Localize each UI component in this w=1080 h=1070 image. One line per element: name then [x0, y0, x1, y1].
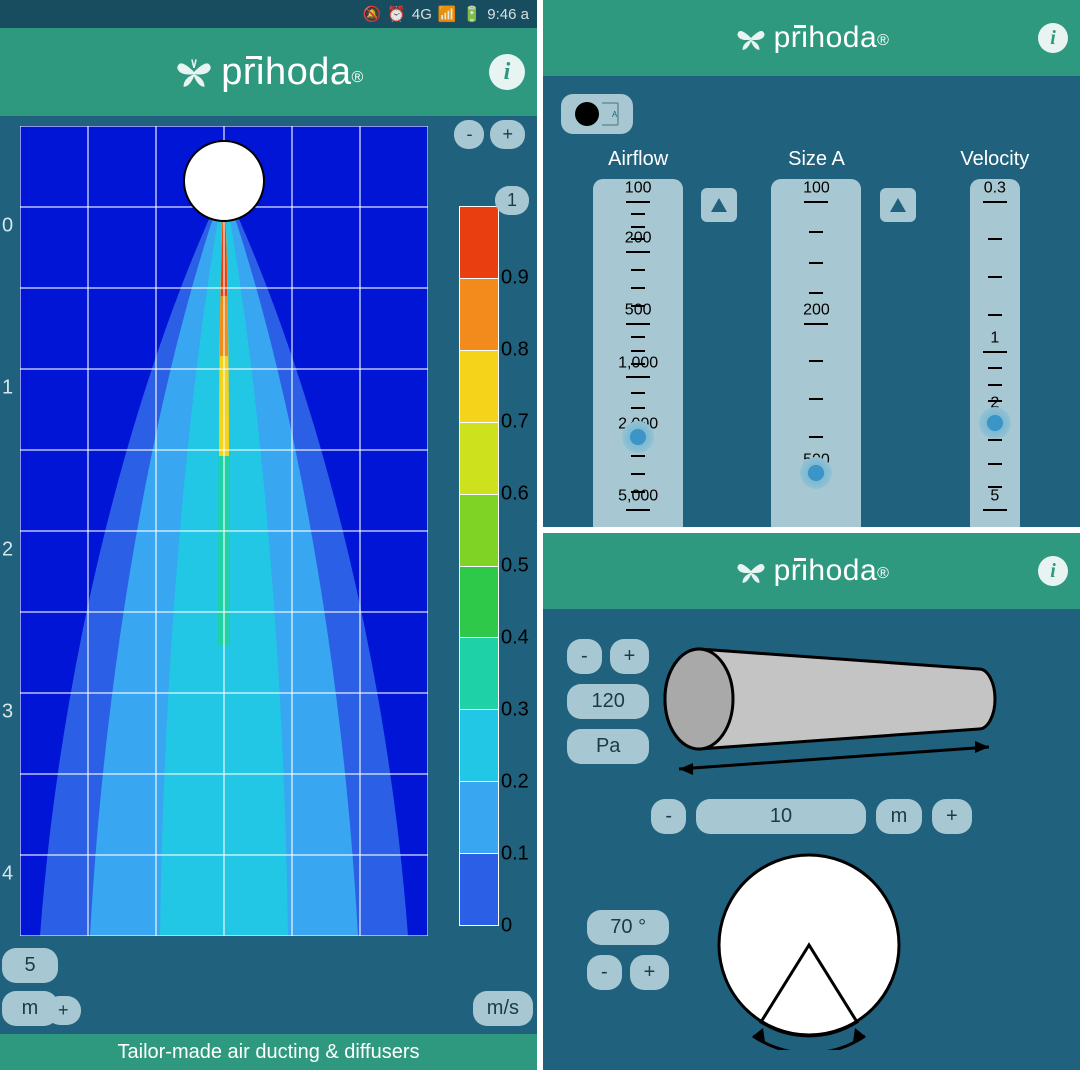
legend-plus-button[interactable]: +	[490, 120, 525, 149]
butterfly-icon	[734, 21, 768, 55]
svg-text:A: A	[612, 110, 618, 119]
signal-icon: 📶	[438, 5, 457, 23]
size-label: Size A	[788, 148, 845, 171]
legend-value-labels: 10.90.80.70.60.50.40.30.20.10	[501, 186, 531, 946]
airflow-up-button[interactable]	[701, 188, 737, 222]
app-header: prihoda® i	[543, 533, 1080, 609]
angle-value[interactable]: 70 °	[587, 910, 669, 945]
size-up-button[interactable]	[880, 188, 916, 222]
color-legend	[459, 206, 499, 926]
velocity-slider[interactable]: 0.3125	[970, 179, 1020, 533]
duct-shape-toggle[interactable]: A	[561, 94, 633, 134]
slider-knob[interactable]	[979, 407, 1011, 439]
battery-icon: 🔋	[463, 5, 482, 23]
pressure-minus-button[interactable]: -	[567, 639, 602, 674]
y-axis-labels: 01234	[2, 126, 20, 936]
brand-name: prihoda®	[774, 21, 890, 55]
tagline-bar: Tailor-made air ducting & diffusers	[0, 1034, 537, 1070]
pressure-value[interactable]: 120	[567, 684, 649, 719]
brand-name: prihoda®	[774, 554, 890, 588]
app-header: prihoda® i	[543, 0, 1080, 76]
duct-config-screen: prihoda® i - + 120 Pa -	[543, 533, 1080, 1070]
velocity-label: Velocity	[960, 148, 1029, 171]
brand-logo: prihoda®	[734, 554, 890, 588]
app-header: prihoda® i	[0, 28, 537, 116]
brand-name: prihoda®	[221, 51, 364, 94]
pressure-plus-button[interactable]: +	[610, 639, 650, 674]
legend-unit-label[interactable]: m/s	[473, 991, 533, 1026]
network-icon: 4G	[412, 6, 432, 23]
mute-icon: 🔕	[363, 5, 382, 23]
brand-logo: prihoda®	[173, 51, 364, 94]
angle-minus-button[interactable]: -	[587, 955, 622, 990]
slider-knob[interactable]	[622, 421, 654, 453]
alarm-icon: ⏰	[387, 5, 406, 23]
duct-cylinder-diagram	[659, 639, 999, 789]
angle-plus-button[interactable]: +	[630, 955, 670, 990]
velocity-chart: 01234	[0, 116, 537, 1030]
length-unit: m	[876, 799, 922, 834]
size-slider-column: Size A 100200500	[739, 148, 893, 533]
heatmap-grid[interactable]	[20, 126, 428, 936]
legend-minus-button[interactable]: -	[454, 120, 484, 149]
clock-text: 9:46 a	[487, 6, 529, 23]
depth-value[interactable]: 5	[2, 948, 58, 983]
android-status-bar: 🔕 ⏰ 4G 📶 🔋 9:46 a	[0, 0, 537, 28]
airflow-slider[interactable]: 1002005001,0002,0005,000	[593, 179, 683, 533]
info-button[interactable]: i	[1038, 556, 1068, 586]
velocity-slider-column: Velocity 0.3125	[918, 148, 1072, 533]
x-unit-label[interactable]: m	[2, 991, 58, 1026]
diffuser-icon	[184, 141, 264, 221]
brand-logo: prihoda®	[734, 21, 890, 55]
slider-knob[interactable]	[800, 457, 832, 489]
info-button[interactable]: i	[489, 54, 525, 90]
length-minus-button[interactable]: -	[651, 799, 686, 834]
airflow-slider-column: Airflow 1002005001,0002,0005,000	[561, 148, 715, 533]
airflow-label: Airflow	[608, 148, 668, 171]
butterfly-icon	[734, 554, 768, 588]
size-slider[interactable]: 100200500	[771, 179, 861, 533]
length-plus-button[interactable]: +	[932, 799, 972, 834]
butterfly-icon	[173, 51, 215, 93]
info-button[interactable]: i	[1038, 23, 1068, 53]
velocity-map-screen: 🔕 ⏰ 4G 📶 🔋 9:46 a prihoda® i 01234	[0, 0, 543, 1070]
length-value[interactable]: 10	[696, 799, 866, 834]
slider-screen: prihoda® i A Airflow 1002005001,0002,000…	[543, 0, 1080, 533]
legend-max-value[interactable]: 1	[495, 186, 529, 215]
pressure-unit: Pa	[567, 729, 649, 764]
dispersion-angle-diagram	[709, 850, 909, 1050]
